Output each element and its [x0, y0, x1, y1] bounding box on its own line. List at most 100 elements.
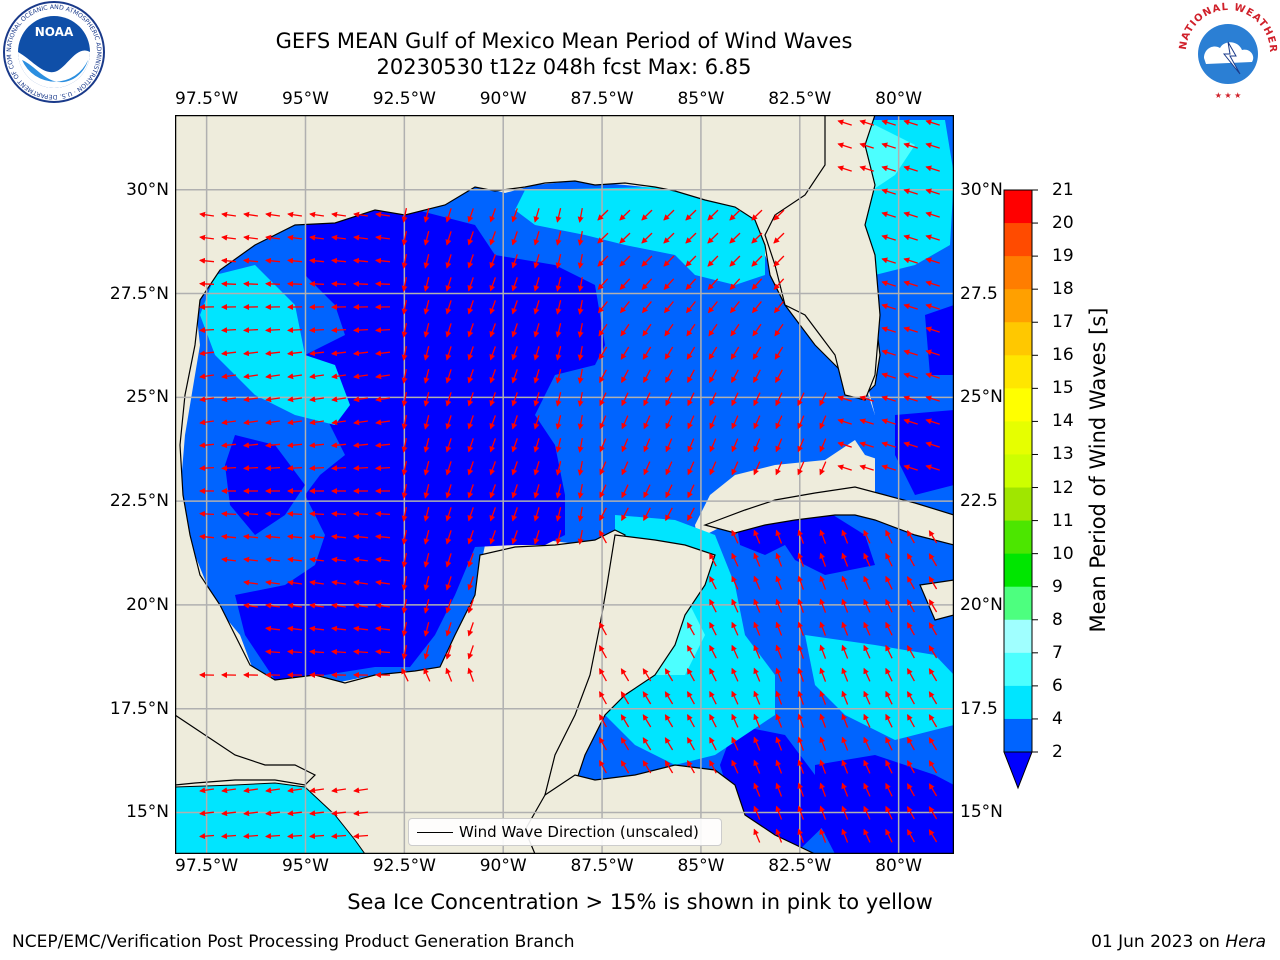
wave-direction-arrow: [753, 805, 761, 820]
lon-tick-top: 85°W: [677, 89, 725, 109]
wave-direction-arrow: [773, 209, 785, 221]
wave-direction-arrow: [265, 810, 280, 817]
wave-direction-arrow: [577, 299, 584, 315]
lon-tick-bottom: 92.5°W: [372, 856, 436, 876]
lon-tick-top: 90°W: [479, 89, 527, 109]
wave-direction-arrow: [620, 737, 630, 751]
wave-direction-arrow: [709, 369, 717, 384]
wave-direction-arrow: [863, 598, 871, 613]
wave-direction-arrow: [221, 533, 237, 540]
wave-direction-arrow: [265, 350, 281, 357]
wave-direction-arrow: [730, 323, 740, 337]
wave-direction-arrow: [511, 254, 518, 269]
wave-direction-arrow: [928, 829, 938, 843]
wave-direction-arrow: [287, 648, 303, 655]
wave-direction-arrow: [881, 211, 896, 218]
wave-direction-arrow: [221, 327, 237, 334]
lat-tick-left: 22.5°N: [109, 491, 169, 512]
wave-direction-arrow: [309, 533, 325, 540]
wave-direction-arrow: [685, 209, 697, 221]
wave-direction-arrow: [445, 576, 452, 591]
wave-direction-arrow: [287, 602, 302, 609]
wave-direction-arrow: [309, 510, 325, 517]
wave-direction-arrow: [885, 736, 893, 751]
lon-tick-bottom: 95°W: [282, 856, 329, 876]
wave-direction-arrow: [687, 507, 695, 522]
wave-direction-arrow: [925, 280, 940, 287]
wave-direction-arrow: [489, 231, 497, 246]
wave-direction-arrow: [489, 369, 497, 384]
wave-direction-arrow: [819, 552, 827, 567]
wave-direction-arrow: [265, 257, 281, 264]
wave-direction-arrow: [663, 278, 675, 290]
wave-direction-arrow: [774, 346, 784, 360]
wave-direction-arrow: [309, 257, 325, 264]
wave-direction-arrow: [221, 373, 236, 380]
wave-direction-arrow: [753, 621, 761, 636]
wave-direction-arrow: [511, 484, 518, 499]
wave-direction-arrow: [353, 396, 368, 403]
wave-direction-arrow: [819, 644, 827, 659]
colorbar-label: Mean Period of Wind Waves [s]: [1086, 307, 1110, 633]
colorbar-segment: [1004, 190, 1032, 224]
wave-direction-arrow: [819, 575, 827, 590]
wave-direction-arrow: [753, 461, 761, 476]
wave-direction-arrow: [797, 759, 805, 774]
wave-direction-arrow: [423, 231, 430, 246]
wave-direction-arrow: [353, 280, 369, 287]
wave-direction-arrow: [665, 415, 673, 430]
wave-direction-arrow: [907, 783, 915, 797]
wave-direction-arrow: [287, 211, 302, 218]
wave-direction-arrow: [331, 211, 346, 218]
wave-direction-arrow: [731, 392, 739, 407]
wave-direction-arrow: [309, 787, 324, 794]
wave-direction-arrow: [265, 625, 281, 632]
wave-period-map: [175, 115, 954, 854]
wave-direction-arrow: [309, 373, 324, 380]
wave-direction-arrow: [221, 510, 237, 517]
wave-direction-arrow: [533, 369, 540, 384]
wave-direction-arrow: [797, 782, 805, 797]
wave-direction-arrow: [577, 230, 584, 246]
wave-direction-arrow: [467, 415, 474, 430]
wave-direction-arrow: [597, 301, 608, 314]
wave-direction-arrow: [243, 602, 258, 609]
wave-direction-arrow: [199, 211, 214, 218]
wave-direction-arrow: [797, 805, 805, 820]
wave-direction-arrow: [243, 579, 258, 586]
colorbar-tick-label: 19: [1052, 246, 1074, 267]
wave-direction-arrow: [685, 232, 697, 244]
wave-direction-arrow: [375, 442, 391, 449]
wave-direction-arrow: [221, 350, 237, 357]
wave-direction-arrow: [598, 346, 608, 360]
svg-text:★ ★ ★: ★ ★ ★: [1215, 91, 1242, 100]
wave-direction-arrow: [620, 668, 630, 682]
wave-direction-arrow: [221, 211, 236, 218]
wave-direction-arrow: [752, 323, 762, 337]
lat-tick-right: 30°N: [960, 179, 1003, 200]
footer-date: 01 Jun 2023 on Hera: [1091, 932, 1266, 952]
wave-direction-arrow: [709, 415, 717, 430]
colorbar-segment: [1004, 652, 1032, 687]
wave-direction-arrow: [331, 625, 347, 632]
wave-direction-arrow: [533, 208, 540, 223]
wave-direction-arrow: [731, 529, 739, 544]
wave-direction-arrow: [445, 667, 453, 682]
wave-direction-arrow: [309, 419, 324, 426]
wave-direction-arrow: [928, 783, 938, 797]
wave-direction-arrow: [709, 621, 717, 636]
wave-direction-arrow: [401, 207, 408, 223]
wave-direction-arrow: [621, 392, 629, 407]
wave-direction-arrow: [797, 667, 805, 682]
wave-direction-arrow: [445, 369, 452, 384]
wave-direction-arrow: [819, 415, 827, 430]
wave-direction-arrow: [221, 234, 236, 241]
wave-direction-arrow: [445, 392, 452, 407]
wave-direction-arrow: [881, 372, 896, 379]
wave-direction-arrow: [353, 602, 368, 609]
wave-direction-arrow: [797, 598, 805, 613]
wave-direction-arrow: [401, 253, 408, 269]
wave-direction-arrow: [925, 303, 940, 310]
wave-direction-arrow: [353, 510, 369, 517]
wave-direction-arrow: [287, 442, 303, 449]
